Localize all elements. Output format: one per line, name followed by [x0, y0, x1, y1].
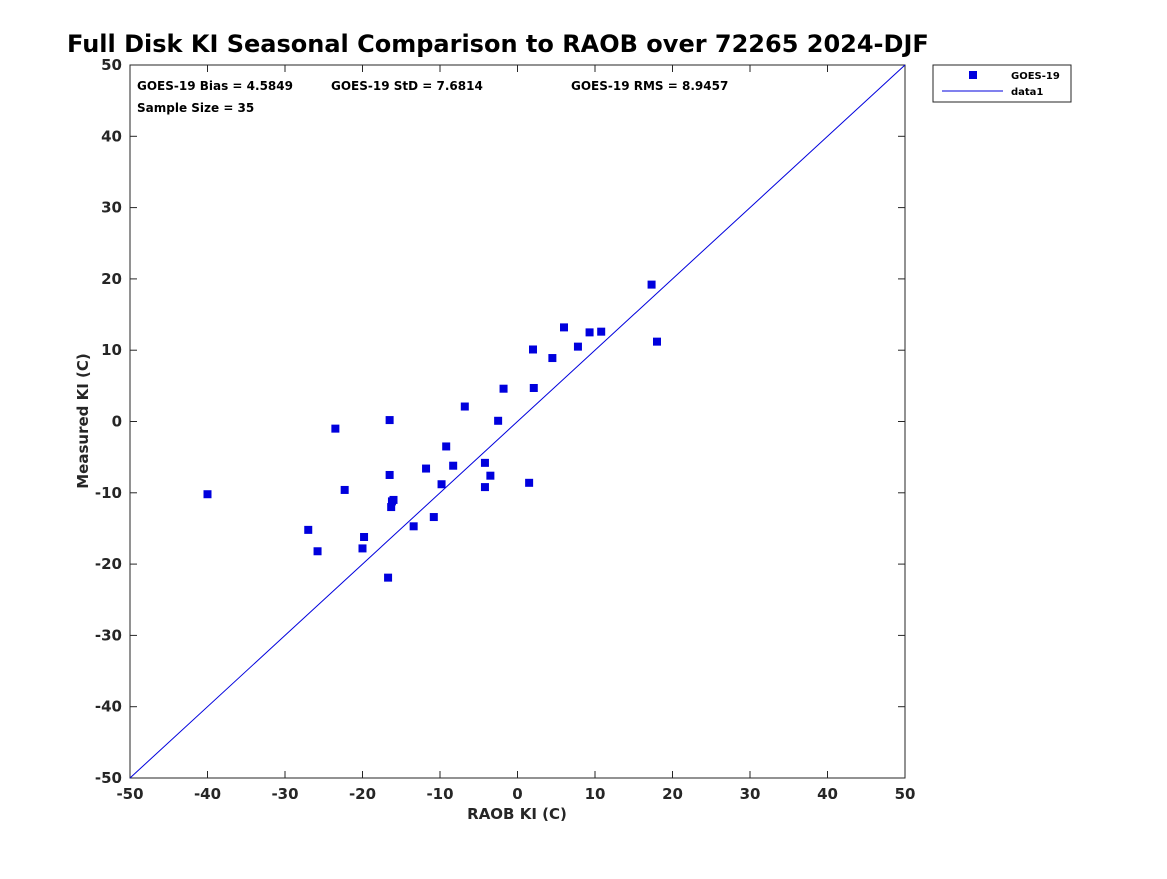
data-point [480, 483, 489, 492]
data-point [529, 345, 537, 354]
y-tick-label: 50 [101, 56, 122, 74]
data-point [358, 544, 367, 553]
data-point [573, 342, 582, 351]
data-point [460, 402, 469, 411]
x-tick-label: -50 [116, 785, 143, 803]
axis-ticks: -50 -40 -30 -20 -10 0 10 20 30 40 50 -50 -40 -30 -20 -1… [95, 56, 916, 803]
data-point [486, 471, 495, 480]
data-point [529, 383, 538, 392]
y-tick-label: 40 [101, 127, 122, 145]
x-tick-label: 50 [895, 785, 916, 803]
rms-annotation: GOES-19 RMS = 8.9457 [571, 79, 728, 93]
y-tick-label: -30 [95, 626, 122, 644]
data-point [560, 323, 568, 332]
chart-title: Full Disk KI Seasonal Comparison to RAOB… [67, 30, 929, 58]
data-point [494, 416, 503, 425]
data-point [647, 280, 656, 289]
data-point [203, 490, 212, 499]
x-tick-label: 10 [585, 785, 606, 803]
std-annotation: GOES-19 StD = 7.6814 [331, 79, 483, 93]
data-point [442, 442, 451, 451]
y-tick-label: 30 [101, 199, 122, 217]
x-tick-label: 20 [662, 785, 683, 803]
data-point [385, 416, 394, 425]
data-point [429, 513, 438, 522]
sample-size-annotation: Sample Size = 35 [137, 101, 254, 115]
data-point [437, 480, 446, 489]
data-point [449, 461, 458, 470]
one-to-one-line [129, 64, 906, 779]
y-tick-label: -50 [95, 769, 122, 787]
y-tick-label: -40 [95, 698, 122, 716]
data-point [422, 464, 431, 473]
x-axis-label: RAOB KI (C) [467, 805, 567, 823]
legend-marker-goes19 [969, 71, 977, 79]
data-point [525, 478, 534, 487]
data-point [387, 497, 396, 506]
y-tick-label: 10 [101, 341, 122, 359]
data-point [304, 525, 313, 534]
data-point [387, 503, 396, 512]
bias-annotation: GOES-19 Bias = 4.5849 [137, 79, 293, 93]
data-point [340, 485, 349, 494]
legend: GOES-19 data1 [932, 64, 1072, 103]
y-tick-label: -20 [95, 555, 122, 573]
data-point [409, 522, 418, 531]
data-point [385, 470, 394, 479]
x-tick-label: 30 [740, 785, 761, 803]
y-tick-label: 0 [112, 413, 122, 431]
data-point [384, 573, 393, 582]
x-tick-label: -10 [426, 785, 453, 803]
data-point [313, 547, 322, 556]
data-points [203, 280, 661, 582]
legend-label-data1: data1 [1011, 87, 1043, 98]
legend-box [932, 64, 1072, 103]
x-tick-label: -40 [194, 785, 221, 803]
x-tick-label: -20 [349, 785, 376, 803]
legend-label-goes19: GOES-19 [1011, 71, 1060, 82]
data-point [653, 337, 661, 346]
data-point [499, 384, 508, 393]
x-tick-label: 40 [817, 785, 838, 803]
y-tick-label: -10 [95, 484, 122, 502]
y-axis-label: Measured KI (C) [74, 353, 92, 489]
y-tick-label: 20 [101, 270, 122, 288]
data-point [597, 327, 606, 336]
data-point [480, 458, 489, 467]
data-point [585, 328, 594, 337]
x-tick-label: 0 [512, 785, 522, 803]
data-point [331, 424, 340, 433]
x-tick-label: -30 [271, 785, 298, 803]
data-point [548, 354, 557, 363]
data-point [360, 533, 369, 542]
